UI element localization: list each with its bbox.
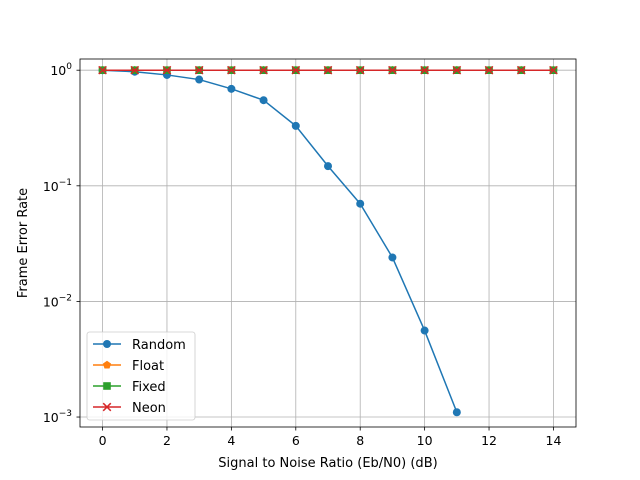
y-tick-label: 10−1 (43, 178, 72, 194)
data-point-neon (516, 65, 526, 75)
data-point-random (259, 96, 268, 105)
data-point-neon (355, 65, 365, 75)
x-axis-label: Signal to Noise Ratio (Eb/N0) (dB) (218, 456, 437, 471)
data-point-random (452, 408, 461, 417)
data-point-neon (162, 65, 172, 75)
data-point-neon (98, 65, 107, 75)
x-tick-label: 8 (356, 433, 364, 448)
x-tick-label: 0 (99, 433, 107, 448)
legend-marker (102, 402, 112, 412)
data-point-neon (420, 65, 429, 75)
x-tick-label: 6 (292, 433, 300, 448)
y-tick-label: 10−3 (43, 409, 72, 425)
plot-frame (79, 58, 577, 428)
y-tick-label: 10−2 (43, 293, 72, 309)
x-tick-label: 12 (481, 433, 497, 448)
data-point-random (420, 326, 429, 335)
legend-marker (102, 360, 112, 369)
legend-marker (103, 382, 111, 390)
data-point-neon (484, 65, 494, 75)
data-point-neon (227, 65, 236, 75)
legend-label: Float (132, 359, 164, 374)
plot-series (98, 65, 558, 417)
axis-ticks: 0 2 4 6 8 10 12 14 10−3 10−2 10−1 100 (43, 62, 562, 448)
legend-label: Neon (132, 401, 166, 416)
legend-entry-fixed: Fixed (93, 380, 166, 395)
data-point-neon (388, 65, 397, 75)
legend-marker (103, 340, 111, 348)
x-tick-label: 10 (417, 433, 433, 448)
series-line-random (102, 69, 458, 413)
legend-label: Fixed (132, 380, 166, 395)
data-point-neon (130, 65, 140, 75)
data-point-neon (452, 65, 462, 75)
data-point-random (324, 162, 332, 171)
y-tick-label: 100 (50, 62, 72, 78)
data-point-random (195, 75, 204, 84)
legend-entry-random: Random (93, 338, 186, 353)
data-point-neon (291, 65, 301, 75)
data-point-random (291, 121, 300, 130)
y-axis-label: Frame Error Rate (16, 188, 31, 298)
data-point-random (388, 253, 397, 262)
x-tick-label: 2 (163, 433, 171, 448)
series-neon (98, 65, 558, 75)
legend-entry-float: Float (93, 359, 164, 374)
data-point-neon (549, 65, 558, 75)
legend-label: Random (132, 338, 186, 353)
x-tick-label: 4 (227, 433, 235, 448)
data-point-neon (194, 65, 204, 75)
data-point-neon (259, 65, 268, 75)
data-point-neon (323, 65, 333, 75)
legend-box (86, 331, 196, 421)
data-point-random (227, 84, 236, 93)
x-tick-label: 14 (546, 433, 562, 448)
legend: Random Float Fixed Neon (86, 331, 196, 421)
legend-entry-neon: Neon (93, 401, 166, 416)
data-point-random (356, 199, 365, 208)
